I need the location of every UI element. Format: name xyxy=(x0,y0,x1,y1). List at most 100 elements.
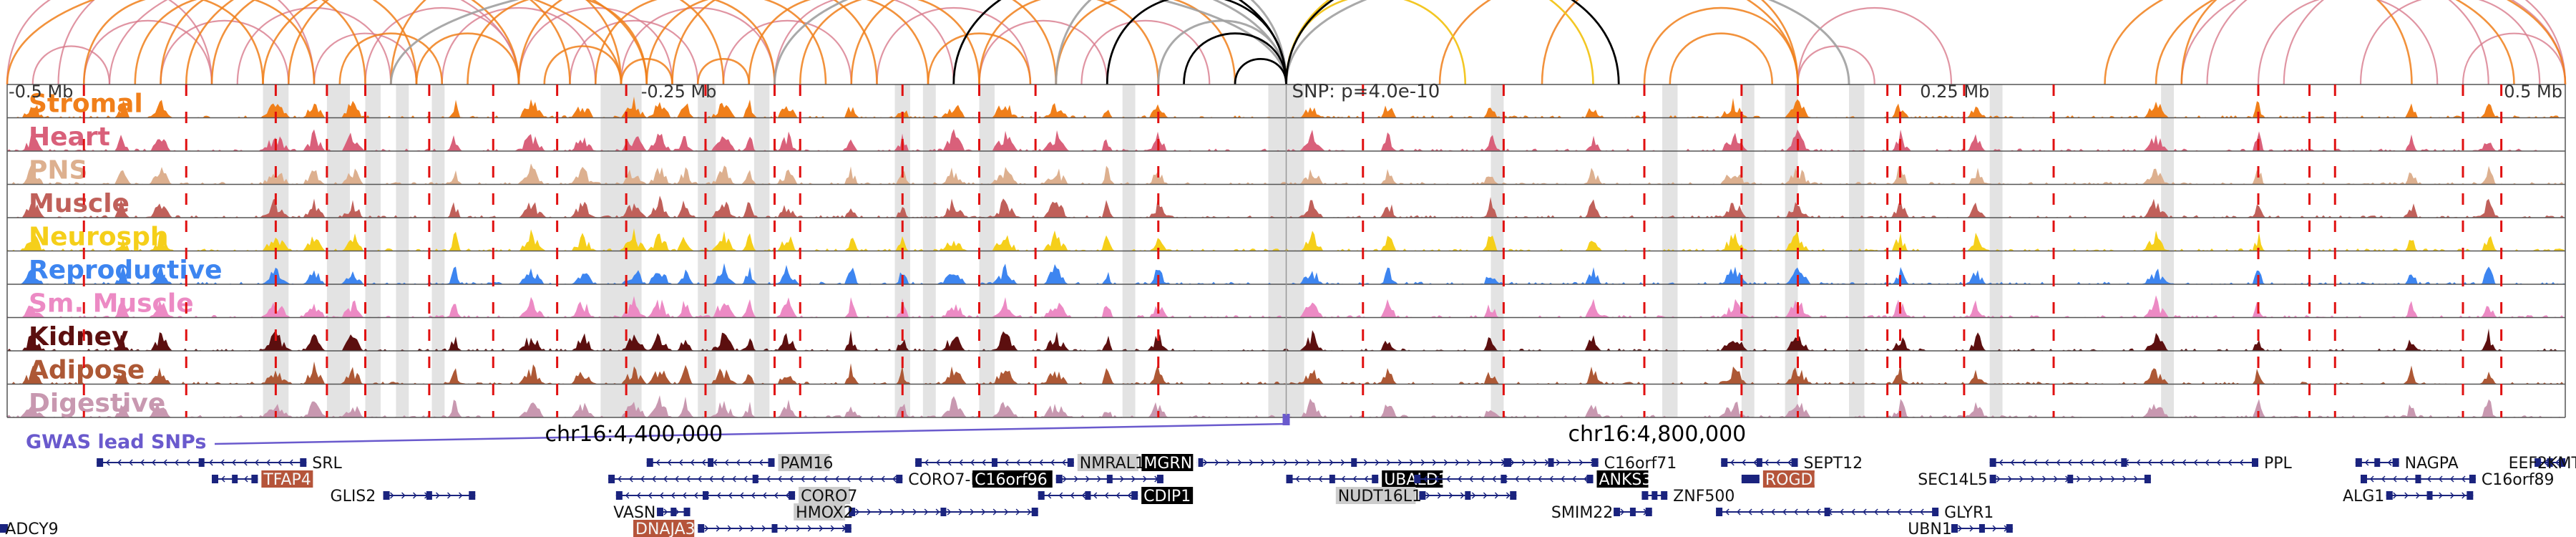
strand-chevron xyxy=(1446,475,1450,483)
strand-chevron xyxy=(209,459,213,466)
strand-chevron xyxy=(1489,459,1494,466)
strand-chevron xyxy=(1063,475,1067,483)
exon-block xyxy=(1661,491,1668,500)
strand-chevron xyxy=(625,492,630,499)
loop-arc-orange xyxy=(799,0,980,85)
strand-chevron xyxy=(1306,459,1311,466)
strand-chevron xyxy=(152,459,156,466)
loop-arc-orange xyxy=(415,32,520,85)
exon-block xyxy=(2361,475,2367,483)
strand-chevron xyxy=(1760,508,1764,516)
track-label: Muscle xyxy=(29,189,130,218)
strand-chevron xyxy=(1047,492,1052,499)
strand-chevron xyxy=(266,459,270,466)
loop-arc-orange xyxy=(1643,6,1799,85)
exon-block xyxy=(1645,508,1652,516)
strand-chevron xyxy=(243,475,248,483)
gene-label: NMRAL1 xyxy=(1080,455,1145,473)
gene-nagpa: NAGPA xyxy=(2355,455,2459,473)
gwas-connector xyxy=(214,422,1287,445)
strand-chevron xyxy=(1425,492,1430,499)
strand-chevron xyxy=(1027,508,1032,516)
loop-arc-orange xyxy=(2155,0,2567,85)
loop-arc-pink xyxy=(31,45,111,85)
gene-highlight-box xyxy=(799,487,851,504)
strand-chevron xyxy=(1494,492,1499,499)
gene-label: PAM16 xyxy=(781,455,834,473)
strand-chevron xyxy=(1776,459,1780,466)
strand-chevron xyxy=(867,508,872,516)
strand-chevron xyxy=(2122,475,2127,483)
strand-chevron xyxy=(1480,475,1485,483)
strand-chevron xyxy=(1420,459,1425,466)
exon-block xyxy=(1824,508,1830,516)
loop-arc-orange xyxy=(185,0,520,85)
gene-label: SEPT12 xyxy=(1804,455,1863,473)
strand-chevron xyxy=(2381,475,2386,483)
strand-chevron xyxy=(1544,459,1549,466)
strand-chevron xyxy=(2102,459,2107,466)
loop-arc-pink xyxy=(2359,0,2541,85)
strand-chevron xyxy=(1131,475,1136,483)
track-label: Heart xyxy=(29,122,110,152)
exon-block xyxy=(2374,458,2381,467)
strand-chevron xyxy=(1510,459,1515,466)
loop-arc-orange xyxy=(389,0,623,85)
strand-chevron xyxy=(1203,459,1208,466)
gene-label: SEC14L5 xyxy=(1918,471,1987,489)
strand-chevron xyxy=(758,459,763,466)
strand-chevron xyxy=(1093,492,1098,499)
gene-coro7: CORO7 xyxy=(615,487,857,505)
strand-chevron xyxy=(243,459,248,466)
strand-chevron xyxy=(2019,475,2024,483)
strand-chevron xyxy=(774,492,779,499)
loop-arc-pink xyxy=(160,19,290,85)
strand-chevron xyxy=(1469,475,1473,483)
strand-chevron xyxy=(675,508,680,516)
strand-chevron xyxy=(106,459,110,466)
strand-chevron xyxy=(1085,475,1090,483)
strand-chevron xyxy=(1874,508,1878,516)
strand-chevron xyxy=(663,508,668,516)
exon-block xyxy=(300,458,307,467)
exon-block xyxy=(1031,508,1038,516)
strand-chevron xyxy=(1620,508,1625,516)
strand-chevron xyxy=(2056,459,2061,466)
exon-block xyxy=(670,508,677,516)
loop-arc-orange xyxy=(543,45,623,85)
strand-chevron xyxy=(1533,459,1538,466)
exon-block xyxy=(1156,475,1163,483)
strand-chevron xyxy=(1817,508,1821,516)
exon-block xyxy=(2386,491,2393,500)
strand-chevron xyxy=(1028,459,1032,466)
exon-block xyxy=(1329,475,1335,483)
track-label: Kidney xyxy=(29,322,129,352)
exon-block xyxy=(1932,508,1939,516)
loop-arc-orange xyxy=(2104,0,2515,85)
strand-chevron xyxy=(1455,459,1460,466)
gene-cdip1: CDIP1 xyxy=(1038,487,1194,505)
exon-block xyxy=(2355,458,2362,467)
gene-label: MGRN1 xyxy=(1143,455,1202,473)
strand-chevron xyxy=(2008,475,2012,483)
strand-chevron xyxy=(1005,459,1009,466)
strand-chevron xyxy=(958,508,963,516)
loop-arc-orange xyxy=(338,32,444,85)
strand-chevron xyxy=(981,508,986,516)
strand-chevron xyxy=(663,475,668,483)
loop-arc-pink xyxy=(722,19,852,85)
strand-chevron xyxy=(1237,459,1242,466)
strand-chevron xyxy=(1787,459,1792,466)
gene-sept12: SEPT12 xyxy=(1721,455,1863,473)
exon-block xyxy=(1756,458,1762,467)
gene-label: CORO7 xyxy=(801,488,857,505)
strand-chevron xyxy=(1471,492,1476,499)
loop-arc-pink xyxy=(2283,0,2567,85)
loop-arc-orange xyxy=(1055,0,1236,85)
gene-nudt16l1: NUDT16L1 xyxy=(1335,487,1517,505)
axis-tick-label: 0.5 Mb xyxy=(2504,82,2562,102)
loop-arc-orange xyxy=(82,0,264,85)
strand-chevron xyxy=(892,475,897,483)
strand-chevron xyxy=(2042,475,2046,483)
exon-block xyxy=(2547,458,2553,467)
